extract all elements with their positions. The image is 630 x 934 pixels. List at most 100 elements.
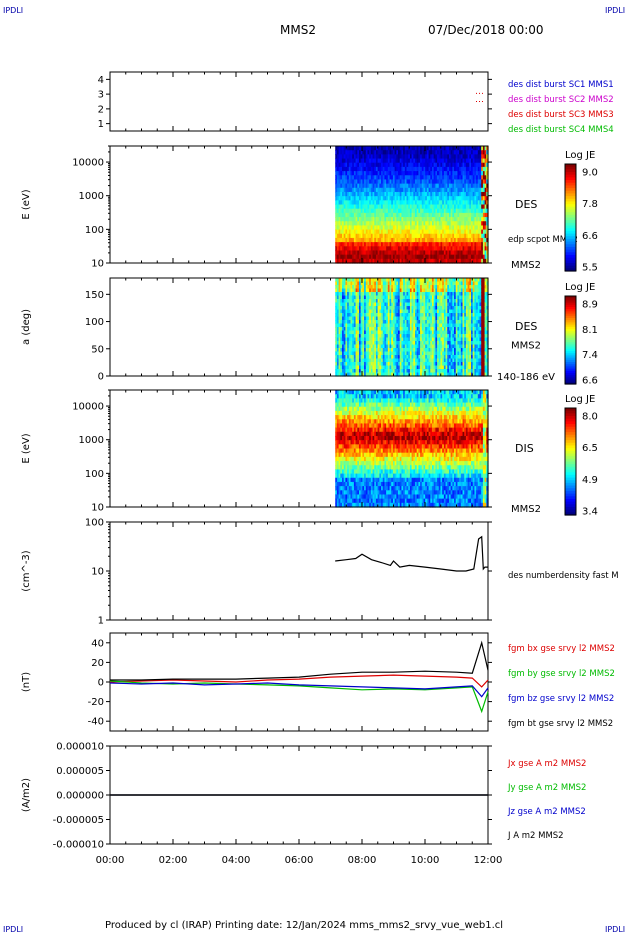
heatmap-cell (408, 246, 411, 252)
heatmap-cell (350, 212, 353, 218)
heatmap-cell (335, 351, 338, 356)
heatmap-cell (345, 348, 348, 353)
heatmap-cell (391, 330, 394, 335)
heatmap-cell (340, 196, 343, 201)
heatmap-cell (377, 313, 380, 318)
heatmap-cell (454, 344, 457, 349)
heatmap-cell (398, 309, 401, 314)
heatmap-cell (486, 175, 489, 181)
heatmap-cell (465, 237, 469, 243)
heatmap-cell (448, 221, 452, 226)
heatmap-cell (355, 358, 358, 363)
heatmap-cell (353, 237, 357, 243)
heatmap-cell (440, 175, 443, 181)
heatmap-cell (455, 341, 459, 346)
heatmap-cell (357, 323, 360, 328)
heatmap-cell (387, 154, 391, 160)
heatmap-cell (465, 196, 469, 201)
heatmap-cell (340, 233, 343, 239)
heatmap-cell (447, 166, 450, 172)
heatmap-cell (411, 341, 414, 346)
heatmap-cell (350, 365, 353, 370)
heatmap-cell (421, 162, 425, 168)
heatmap-cell (445, 362, 448, 367)
heatmap-cell (392, 285, 396, 290)
heatmap-cell (445, 175, 448, 181)
heatmap-cell (364, 225, 367, 231)
colorbar-cell (565, 217, 576, 221)
heatmap-cell (364, 327, 367, 332)
heatmap-cell (455, 306, 459, 311)
heatmap-cell (384, 208, 387, 214)
heatmap-cell (465, 295, 469, 300)
heatmap-cell (425, 150, 428, 155)
heatmap-cell (372, 217, 375, 222)
heatmap-cell (384, 204, 387, 210)
heatmap-cell (471, 316, 474, 321)
heatmap-cell (416, 237, 420, 243)
heatmap-cell (471, 348, 474, 353)
heatmap-cell (389, 233, 392, 239)
heatmap-cell (420, 302, 423, 307)
heatmap-cell (430, 217, 433, 222)
heatmap-cell (406, 191, 409, 197)
heatmap-cell (460, 204, 464, 210)
heatmap-cell (465, 204, 469, 210)
heatmap-cell (420, 281, 423, 286)
colorbar-cell (565, 268, 576, 272)
spacecraft-label: MMS2 (511, 260, 541, 271)
header-date: 07/Dec/2018 00:00 (428, 23, 544, 37)
heatmap-cell (472, 146, 476, 151)
heatmap-cell (471, 288, 474, 293)
heatmap-cell (442, 341, 445, 346)
heatmap-cell (431, 183, 435, 189)
heatmap-cell (377, 365, 380, 370)
heatmap-cell (382, 369, 386, 374)
heatmap-cell (423, 191, 426, 197)
heatmap-cell (370, 355, 374, 360)
heatmap-cell (431, 154, 435, 160)
heatmap-cell (347, 288, 350, 293)
heatmap-cell (416, 351, 420, 356)
heatmap-cell (411, 316, 414, 321)
heatmap-cell (430, 358, 433, 363)
heatmap-cell (403, 344, 406, 349)
heatmap-cell (372, 171, 375, 176)
heatmap-cell (467, 327, 470, 332)
heatmap-cell (455, 162, 459, 168)
heatmap-cell (479, 242, 482, 247)
heatmap-cell (416, 365, 420, 370)
heatmap-cell (370, 204, 374, 210)
heatmap-cell (411, 183, 414, 189)
heatmap-cell (469, 187, 472, 193)
heatmap-cell (335, 365, 338, 370)
heatmap-cell (445, 208, 448, 214)
heatmap-cell (392, 355, 396, 360)
heatmap-cell (474, 175, 477, 181)
heatmap-cell (406, 200, 409, 206)
heatmap-cell (350, 254, 353, 260)
heatmap-cell (415, 344, 418, 349)
heatmap-cell (342, 302, 345, 307)
heatmap-cell (365, 221, 369, 226)
heatmap-cell (347, 258, 350, 264)
heatmap-cell (445, 258, 448, 264)
heatmap-cell (338, 196, 341, 201)
heatmap-cell (352, 330, 355, 335)
heatmap-cell (408, 351, 411, 356)
heatmap-cell (396, 246, 399, 252)
heatmap-cell (375, 158, 379, 164)
heatmap-cell (455, 217, 459, 222)
heatmap-cell (404, 212, 408, 218)
heatmap-cell (392, 330, 396, 335)
heatmap-cell (364, 362, 367, 367)
heatmap-cell (358, 313, 362, 318)
heatmap-cell (335, 254, 338, 260)
heatmap-cell (364, 221, 367, 226)
heatmap-cell (482, 154, 486, 160)
heatmap-cell (426, 281, 430, 286)
heatmap-cell (460, 175, 464, 181)
heatmap-cell (370, 281, 374, 286)
heatmap-cell (398, 295, 401, 300)
heatmap-cell (467, 288, 470, 293)
